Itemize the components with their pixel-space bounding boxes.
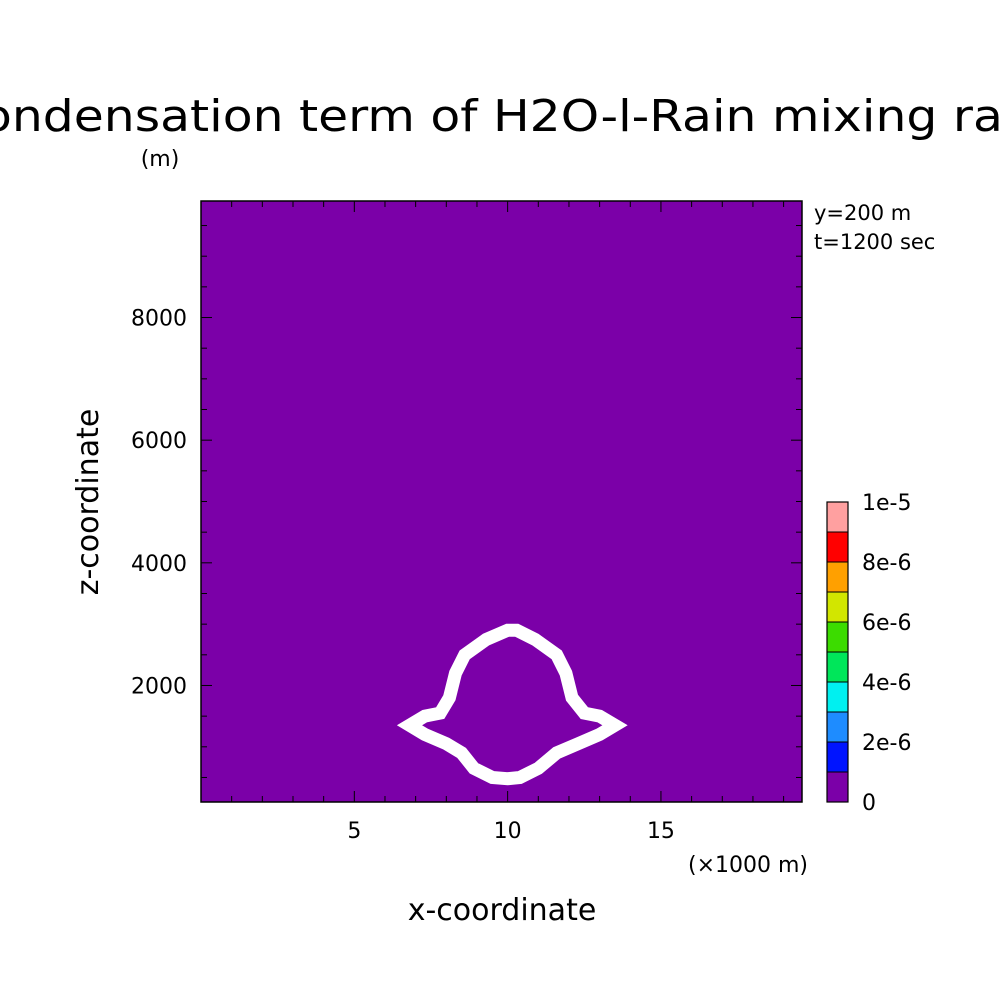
x-tick-label: 15	[647, 819, 675, 844]
x-tick-label: 5	[347, 819, 361, 844]
x-axis-label: x-coordinate	[408, 893, 597, 928]
colorbar-swatch	[826, 681, 849, 713]
y-axis-label: z-coordinate	[71, 409, 106, 596]
x-unit-label: (×1000 m)	[688, 853, 808, 878]
colorbar-swatch	[826, 771, 849, 803]
colorbar: 0 2e-6 4e-6 6e-6 8e-6 1e-5	[826, 491, 911, 816]
colorbar-swatch	[826, 501, 849, 533]
undefined-region	[396, 623, 628, 786]
field-background	[201, 201, 802, 802]
colorbar-tick-label: 0	[862, 791, 876, 816]
colorbar-tick-label: 4e-6	[862, 671, 911, 696]
y-tick-label: 4000	[131, 552, 187, 577]
colorbar-swatch	[826, 651, 849, 683]
annotation-y: y=200 m	[814, 201, 911, 225]
y-tick-label: 8000	[131, 307, 187, 332]
x-tick-label: 10	[494, 819, 522, 844]
colorbar-tick-label: 8e-6	[862, 551, 911, 576]
annotation-t: t=1200 sec	[814, 230, 935, 254]
colorbar-swatch	[826, 561, 849, 593]
colorbar-tick-label: 6e-6	[862, 611, 911, 636]
colorbar-swatch	[826, 621, 849, 653]
colorbar-frame	[826, 501, 849, 803]
plot-area: 5 10 15 2000 4000 6000 8000	[131, 200, 803, 844]
chart-title: ondensation term of H2O-l-Rain mixing ra…	[0, 91, 1004, 142]
colorbar-swatch	[826, 531, 849, 563]
y-tick-label: 6000	[131, 429, 187, 454]
y-tick-label: 2000	[131, 674, 187, 699]
y-unit-label: (m)	[141, 147, 180, 172]
colorbar-swatch	[826, 591, 849, 623]
colorbar-swatch	[826, 741, 849, 773]
colorbar-tick-label: 2e-6	[862, 731, 911, 756]
colorbar-swatch	[826, 711, 849, 743]
colorbar-tick-label: 1e-5	[862, 491, 911, 516]
